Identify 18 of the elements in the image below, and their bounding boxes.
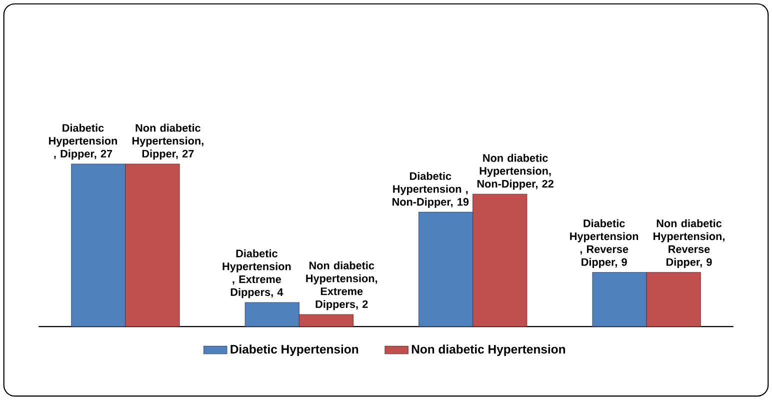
bar [244, 302, 300, 327]
data-label: Non diabetic Hypertension, Extreme Dippers, 2 [306, 261, 378, 310]
data-label: Non diabetic Hypertension, Reverse Dipper, 9 [654, 219, 724, 268]
bar [125, 164, 180, 327]
data-label: Diabetic Hypertension , Non-Dipper, 19 [392, 172, 469, 208]
data-label: Diabetic Hypertension , Dipper, 27 [49, 124, 117, 160]
bar [418, 212, 474, 327]
data-label: Non diabetic Hypertension, Non-Dipper, 22 [477, 154, 554, 190]
data-label: Non diabetic Hypertension, Dipper, 27 [132, 124, 204, 160]
legend-label: Diabetic Hypertension [230, 344, 358, 356]
data-label: Diabetic Hypertension , Reverse Dipper, 9 [570, 219, 638, 268]
bar [472, 194, 528, 327]
bar [592, 272, 647, 327]
bar [298, 314, 354, 327]
data-label: Diabetic Hypertension , Extreme Dippers, 4 [222, 249, 291, 298]
bar [71, 164, 126, 327]
bar [646, 272, 701, 327]
legend-label: Non diabetic Hypertension [412, 344, 566, 356]
